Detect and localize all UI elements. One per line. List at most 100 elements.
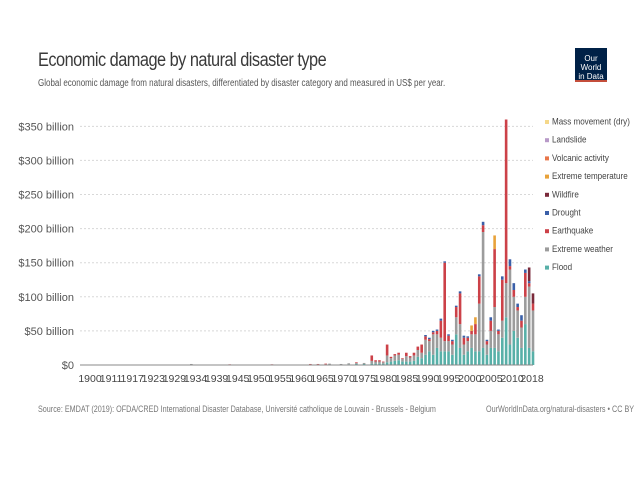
bar-segment-flood[interactable] bbox=[462, 354, 466, 365]
bar-segment-earthquake[interactable] bbox=[420, 344, 423, 353]
bar-segment-earthquake[interactable] bbox=[374, 360, 377, 362]
bar-segment-drought[interactable] bbox=[462, 335, 466, 338]
bar-segment-flood[interactable] bbox=[401, 361, 404, 365]
bar-segment-extreme-weather[interactable] bbox=[374, 361, 377, 364]
legend-item-mass-movement-dry[interactable]: Mass movement (dry) bbox=[552, 116, 630, 127]
bar-segment-earthquake[interactable] bbox=[378, 360, 381, 362]
bar-segment-extreme-weather[interactable] bbox=[516, 310, 519, 338]
bar-segment-extreme-weather[interactable] bbox=[397, 354, 400, 361]
bar-segment-flood[interactable] bbox=[397, 360, 400, 365]
bar-segment-drought[interactable] bbox=[485, 339, 489, 342]
bar-segment-drought[interactable] bbox=[466, 336, 470, 338]
bar-segment-flood[interactable] bbox=[485, 354, 489, 365]
bar-segment-extreme-weather[interactable] bbox=[339, 363, 343, 365]
bar-segment-extreme-weather[interactable] bbox=[466, 341, 470, 352]
bar-segment-earthquake[interactable] bbox=[485, 341, 489, 345]
legend-item-wildfire[interactable]: Wildfire bbox=[552, 189, 579, 200]
owid-logo[interactable]: Our World in Data bbox=[575, 48, 607, 82]
bar-segment-earthquake[interactable] bbox=[405, 352, 408, 357]
bar-segment-earthquake[interactable] bbox=[474, 324, 477, 335]
bar-segment-extreme-weather[interactable] bbox=[524, 296, 527, 325]
bar-segment-earthquake[interactable] bbox=[493, 249, 496, 308]
legend-item-extreme-temperature[interactable]: Extreme temperature bbox=[552, 170, 628, 181]
bar-segment-extreme-weather[interactable] bbox=[355, 362, 358, 364]
bar-segment-flood[interactable] bbox=[508, 344, 512, 365]
bar-segment-extreme-weather[interactable] bbox=[489, 330, 493, 348]
bar-segment-drought[interactable] bbox=[524, 269, 527, 273]
bar-segment-flood[interactable] bbox=[370, 363, 374, 365]
bar-segment-drought[interactable] bbox=[447, 334, 450, 336]
bar-segment-flood[interactable] bbox=[531, 351, 535, 365]
bar-segment-earthquake[interactable] bbox=[443, 262, 447, 342]
bar-segment-extreme-weather[interactable] bbox=[378, 361, 381, 364]
bar-segment-flood[interactable] bbox=[481, 347, 485, 365]
legend-item-earthquake[interactable]: Earthquake bbox=[552, 225, 593, 236]
bar-segment-flood[interactable] bbox=[416, 356, 420, 365]
bar-segment-extreme-weather[interactable] bbox=[458, 324, 462, 348]
bar-segment-drought[interactable] bbox=[439, 318, 443, 321]
bar-segment-flood[interactable] bbox=[493, 347, 496, 365]
bar-segment-extreme-weather[interactable] bbox=[405, 356, 408, 362]
bar-segment-earthquake[interactable] bbox=[504, 119, 508, 284]
bar-segment-earthquake[interactable] bbox=[531, 303, 535, 311]
bar-segment-earthquake[interactable] bbox=[397, 352, 400, 355]
bar-segment-flood[interactable] bbox=[378, 363, 381, 365]
bar-segment-drought[interactable] bbox=[500, 276, 504, 280]
bar-segment-earthquake[interactable] bbox=[381, 361, 385, 363]
bar-segment-earthquake[interactable] bbox=[470, 330, 473, 335]
bar-segment-flood[interactable] bbox=[362, 363, 366, 365]
bar-segment-earthquake[interactable] bbox=[393, 354, 397, 356]
bar-segment-extreme-weather[interactable] bbox=[477, 303, 481, 352]
bar-segment-extreme-weather[interactable] bbox=[347, 363, 351, 365]
bar-segment-flood[interactable] bbox=[374, 363, 377, 365]
bar-segment-drought[interactable] bbox=[431, 330, 435, 333]
bar-segment-flood[interactable] bbox=[447, 351, 450, 365]
bar-segment-flood[interactable] bbox=[405, 361, 408, 365]
bar-segment-extreme-weather[interactable] bbox=[389, 358, 393, 362]
bar-segment-flood[interactable] bbox=[420, 358, 423, 365]
bar-segment-extreme-weather[interactable] bbox=[520, 327, 523, 348]
bar-segment-extreme-weather[interactable] bbox=[385, 355, 389, 363]
bar-segment-wildfire[interactable] bbox=[527, 267, 531, 282]
bar-segment-extreme-weather[interactable] bbox=[512, 296, 516, 331]
bar-segment-earthquake[interactable] bbox=[520, 320, 523, 328]
bar-segment-flood[interactable] bbox=[504, 317, 508, 365]
legend-item-extreme-weather[interactable]: Extreme weather bbox=[552, 243, 613, 254]
bar-segment-flood[interactable] bbox=[516, 337, 519, 365]
bar-segment-drought[interactable] bbox=[512, 283, 516, 290]
legend-item-flood[interactable]: Flood bbox=[552, 261, 572, 272]
bar-segment-extreme-weather[interactable] bbox=[424, 339, 427, 355]
bar-segment-extreme-weather[interactable] bbox=[439, 337, 443, 352]
bar-segment-earthquake[interactable] bbox=[481, 225, 485, 233]
bar-segment-flood[interactable] bbox=[497, 351, 500, 365]
bar-segment-flood[interactable] bbox=[443, 351, 447, 365]
bar-segment-extreme-weather[interactable] bbox=[485, 344, 489, 355]
legend-item-drought[interactable]: Drought bbox=[552, 207, 581, 218]
bar-segment-drought[interactable] bbox=[520, 315, 523, 321]
bar-segment-drought[interactable] bbox=[435, 329, 439, 331]
bar-segment-drought[interactable] bbox=[527, 281, 531, 284]
bar-segment-drought[interactable] bbox=[443, 261, 447, 263]
bar-segment-extreme-weather[interactable] bbox=[527, 286, 531, 348]
bar-segment-earthquake[interactable] bbox=[500, 279, 504, 321]
legend-item-landslide[interactable]: Landslide bbox=[552, 134, 587, 145]
bar-segment-flood[interactable] bbox=[408, 361, 412, 365]
bar-segment-flood[interactable] bbox=[477, 351, 481, 365]
bar-segment-flood[interactable] bbox=[381, 363, 385, 365]
bar-segment-earthquake[interactable] bbox=[447, 335, 450, 342]
bar-segment-flood[interactable] bbox=[431, 354, 435, 365]
bar-segment-earthquake[interactable] bbox=[424, 336, 427, 340]
bar-segment-earthquake[interactable] bbox=[497, 330, 500, 335]
bar-segment-drought[interactable] bbox=[428, 337, 431, 340]
bar-segment-extreme-weather[interactable] bbox=[431, 334, 435, 355]
credit-link[interactable]: OurWorldInData.org/natural-disasters • C… bbox=[486, 404, 635, 414]
bar-segment-extreme-weather[interactable] bbox=[451, 344, 454, 355]
bar-segment-earthquake[interactable] bbox=[431, 332, 435, 335]
bar-segment-extreme-weather[interactable] bbox=[443, 341, 447, 352]
bar-segment-extreme-weather[interactable] bbox=[474, 334, 477, 352]
bar-segment-earthquake[interactable] bbox=[524, 272, 527, 297]
bar-segment-earthquake[interactable] bbox=[408, 356, 412, 358]
bar-segment-extreme-weather[interactable] bbox=[362, 362, 366, 364]
bar-segment-extreme-weather[interactable] bbox=[416, 349, 420, 357]
bar-segment-earthquake[interactable] bbox=[508, 266, 512, 270]
